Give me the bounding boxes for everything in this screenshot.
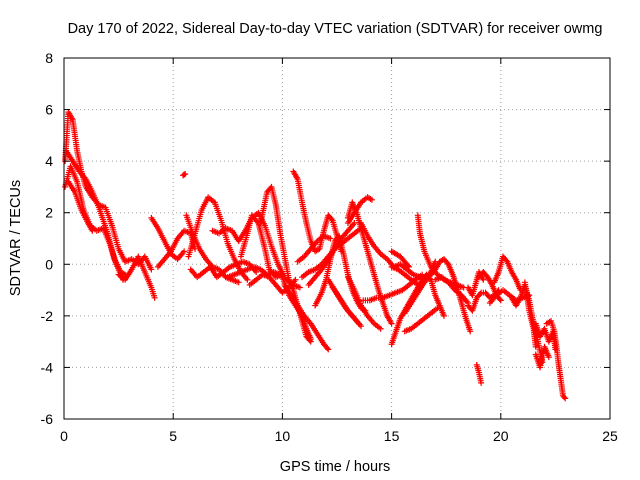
data-points: [329, 284, 362, 327]
data-points: [294, 232, 334, 265]
data-points: [180, 171, 189, 179]
x-tick-label: 10: [275, 428, 291, 444]
y-tick-label: 4: [45, 153, 53, 169]
grid: [64, 58, 610, 419]
data-points: [344, 194, 375, 227]
data-track: [521, 279, 539, 350]
data-track: [473, 361, 485, 386]
y-tick-label: 6: [45, 102, 53, 118]
data-points: [360, 271, 426, 304]
y-tick-label: 2: [45, 205, 53, 221]
data-track: [491, 253, 524, 294]
x-axis: 0 5 10 15 20 25: [60, 58, 618, 444]
x-axis-label: GPS time / hours: [280, 459, 390, 475]
data-track: [294, 232, 334, 265]
data-points: [432, 274, 472, 306]
y-tick-label: -2: [41, 308, 54, 324]
x-tick-label: 20: [493, 428, 509, 444]
data-track: [344, 194, 375, 227]
data-points: [115, 253, 158, 301]
data-points: [491, 253, 524, 294]
data-track: [329, 284, 362, 327]
plot-frame: [63, 57, 611, 420]
data-track: [432, 274, 472, 306]
data-track: [388, 248, 413, 270]
data-track: [290, 168, 345, 255]
data-track: [543, 318, 569, 402]
y-tick-label: 8: [45, 50, 53, 66]
data-track: [65, 178, 96, 234]
data-points: [344, 274, 384, 332]
y-axis: -6 -4 -2 0 2 4 6 8: [41, 50, 610, 427]
y-tick-label: -4: [41, 359, 54, 375]
data-points: [63, 147, 129, 278]
data-points: [290, 168, 345, 255]
y-tick-label: -6: [41, 411, 54, 427]
x-tick-label: 0: [60, 428, 68, 444]
x-tick-label: 5: [169, 428, 177, 444]
data-points: [427, 256, 474, 335]
y-tick-label: 0: [45, 256, 53, 272]
y-axis-label: SDTVAR / TECUs: [8, 180, 24, 296]
data-points: [401, 305, 441, 335]
data-track: [344, 274, 384, 332]
data-points: [532, 343, 552, 371]
data-track: [401, 305, 441, 335]
data-track: [281, 281, 332, 353]
data-points: [521, 279, 539, 350]
data-points: [281, 281, 332, 353]
data-track: [532, 343, 552, 371]
x-tick-label: 25: [602, 428, 618, 444]
data-track: [427, 256, 474, 335]
data-track: [63, 147, 129, 278]
data-series: [62, 109, 569, 402]
data-track: [180, 171, 189, 179]
data-points: [388, 248, 413, 270]
data-points: [65, 178, 96, 234]
data-track: [115, 253, 158, 301]
data-points: [543, 318, 569, 402]
data-points: [473, 361, 485, 386]
data-track: [360, 271, 426, 304]
chart-title: Day 170 of 2022, Sidereal Day-to-day VTE…: [68, 21, 603, 37]
x-tick-label: 15: [384, 428, 400, 444]
